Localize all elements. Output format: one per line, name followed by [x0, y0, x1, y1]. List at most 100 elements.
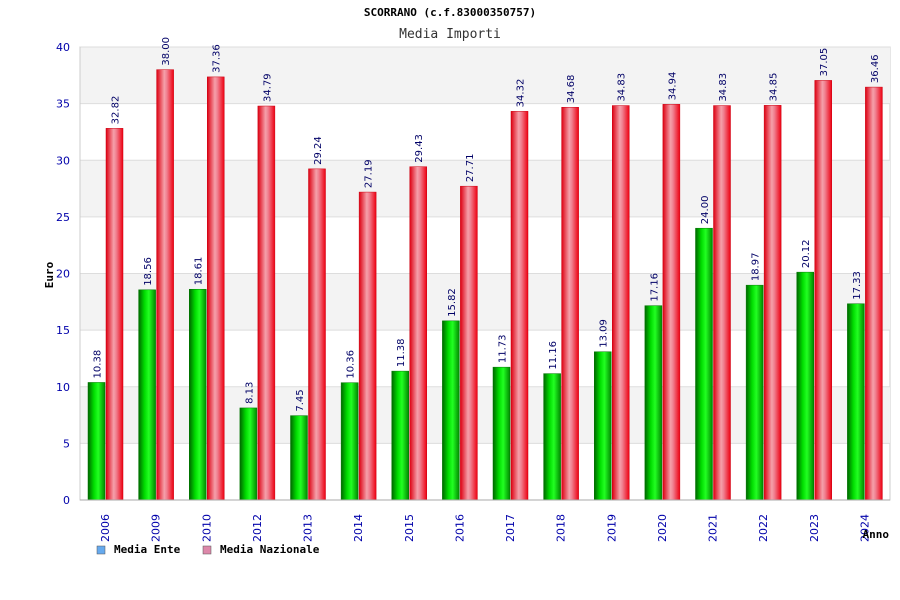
x-tick-label: 2010 — [200, 514, 213, 542]
bar-media-ente-2021 — [695, 227, 713, 501]
value-label: 37.36 — [212, 44, 223, 73]
legend-label: Media Ente — [114, 543, 181, 556]
y-tick-label: 10 — [56, 381, 70, 394]
bar-media-ente-2019 — [594, 351, 612, 501]
value-label: 29.24 — [313, 136, 324, 165]
value-label: 36.46 — [870, 54, 881, 83]
y-tick-label: 15 — [56, 324, 70, 337]
bar-media-nazionale-2018 — [561, 106, 579, 501]
x-tick-label: 2013 — [302, 514, 315, 542]
x-tick-label: 2024 — [858, 514, 871, 542]
chart-subtitle: Media Importi — [399, 27, 501, 42]
bar-media-ente-2015 — [391, 370, 409, 501]
value-label: 18.56 — [143, 257, 154, 286]
value-label: 17.33 — [852, 271, 863, 300]
value-label: 18.61 — [194, 257, 205, 286]
x-axis-label: Anno — [863, 528, 890, 541]
value-label: 27.19 — [364, 159, 375, 188]
y-tick-label: 0 — [63, 494, 70, 507]
y-tick-label: 35 — [56, 98, 70, 111]
bar-media-nazionale-2020 — [662, 104, 681, 501]
value-label: 34.68 — [566, 75, 577, 104]
bar-media-nazionale-2024 — [865, 86, 883, 501]
y-tick-label: 5 — [63, 437, 70, 450]
y-axis: 0 5 10 15 20 25 30 35 40 — [56, 41, 81, 507]
y-tick-label: 40 — [56, 41, 70, 54]
value-label: 20.12 — [801, 240, 812, 269]
x-tick-label: 2006 — [99, 514, 112, 542]
x-tick-label: 2012 — [251, 514, 264, 542]
bar-media-ente-2022 — [745, 284, 764, 501]
bar-media-nazionale-2016 — [460, 185, 478, 501]
x-tick-label: 2020 — [656, 514, 669, 542]
bar-media-ente-2006 — [87, 382, 106, 501]
value-label: 11.16 — [548, 341, 559, 370]
x-tick-label: 2022 — [757, 514, 770, 542]
x-tick-label: 2018 — [555, 514, 568, 542]
x-tick-label: 2009 — [150, 514, 163, 542]
bar-media-ente-2018 — [543, 373, 561, 501]
bar-media-ente-2017 — [492, 366, 511, 501]
value-label: 24.00 — [700, 196, 711, 225]
value-label: 38.00 — [161, 37, 172, 66]
bar-media-nazionale-2006 — [105, 128, 124, 501]
value-label: 37.05 — [819, 48, 830, 77]
chart-title: SCORRANO (c.f.83000350757) — [364, 6, 536, 19]
bar-media-ente-2009 — [138, 289, 156, 501]
bar-media-nazionale-2015 — [409, 166, 427, 501]
value-label: 34.83 — [718, 73, 729, 102]
legend-label: Media Nazionale — [220, 543, 320, 556]
y-tick-label: 30 — [56, 154, 70, 167]
value-label: 34.85 — [769, 73, 780, 102]
value-label: 34.83 — [617, 73, 628, 102]
bar-media-nazionale-2022 — [763, 105, 782, 501]
y-tick-label: 20 — [56, 268, 70, 281]
value-labels: 10.38 32.82 18.56 38.00 18.61 37.36 8.13 34.79 7… — [93, 37, 881, 412]
value-label: 27.71 — [465, 154, 476, 183]
bars — [87, 69, 883, 501]
x-tick-label: 2023 — [808, 514, 821, 542]
value-label: 15.82 — [447, 288, 458, 317]
value-label: 11.38 — [396, 338, 407, 367]
legend: Media Ente Media Nazionale — [96, 543, 320, 556]
bar-media-nazionale-2017 — [510, 111, 529, 501]
bar-media-nazionale-2021 — [713, 105, 731, 501]
bar-media-ente-2023 — [796, 271, 814, 501]
x-tick-label: 2015 — [403, 514, 416, 542]
x-tick-label: 2021 — [707, 514, 720, 542]
value-label: 8.13 — [244, 382, 255, 404]
value-label: 34.79 — [262, 73, 273, 102]
bar-media-nazionale-2012 — [257, 105, 276, 501]
bar-media-ente-2016 — [442, 320, 460, 501]
bar-media-ente-2012 — [239, 407, 258, 501]
bar-media-nazionale-2013 — [308, 168, 326, 501]
x-axis: 2006 2009 2010 2012 2013 2014 2015 2016 2017 2018… — [80, 499, 890, 542]
value-label: 32.82 — [111, 96, 122, 125]
value-label: 13.09 — [599, 319, 610, 348]
bar-media-nazionale-2010 — [207, 76, 225, 501]
bar-media-ente-2014 — [340, 382, 359, 501]
y-tick-label: 25 — [56, 211, 70, 224]
value-label: 18.97 — [751, 253, 762, 282]
value-label: 7.45 — [295, 389, 306, 411]
x-tick-label: 2016 — [453, 514, 466, 542]
bar-media-nazionale-2009 — [156, 69, 174, 501]
bar-media-nazionale-2023 — [814, 80, 832, 501]
x-tick-label: 2014 — [352, 514, 365, 542]
value-label: 29.43 — [414, 134, 425, 163]
y-axis-label: Euro — [43, 261, 56, 288]
value-label: 11.73 — [498, 335, 509, 364]
bar-media-ente-2013 — [290, 415, 308, 501]
legend-swatch — [96, 545, 106, 555]
x-tick-label: 2017 — [504, 514, 517, 542]
value-label: 17.16 — [649, 273, 660, 302]
bar-media-ente-2010 — [189, 288, 207, 501]
bar-media-ente-2020 — [644, 305, 663, 501]
value-label: 10.36 — [346, 350, 357, 379]
x-tick-label: 2019 — [605, 514, 618, 542]
value-label: 34.94 — [667, 72, 678, 101]
bar-media-nazionale-2014 — [358, 191, 377, 501]
bar-media-ente-2024 — [847, 303, 865, 501]
bar-media-nazionale-2019 — [612, 105, 630, 501]
